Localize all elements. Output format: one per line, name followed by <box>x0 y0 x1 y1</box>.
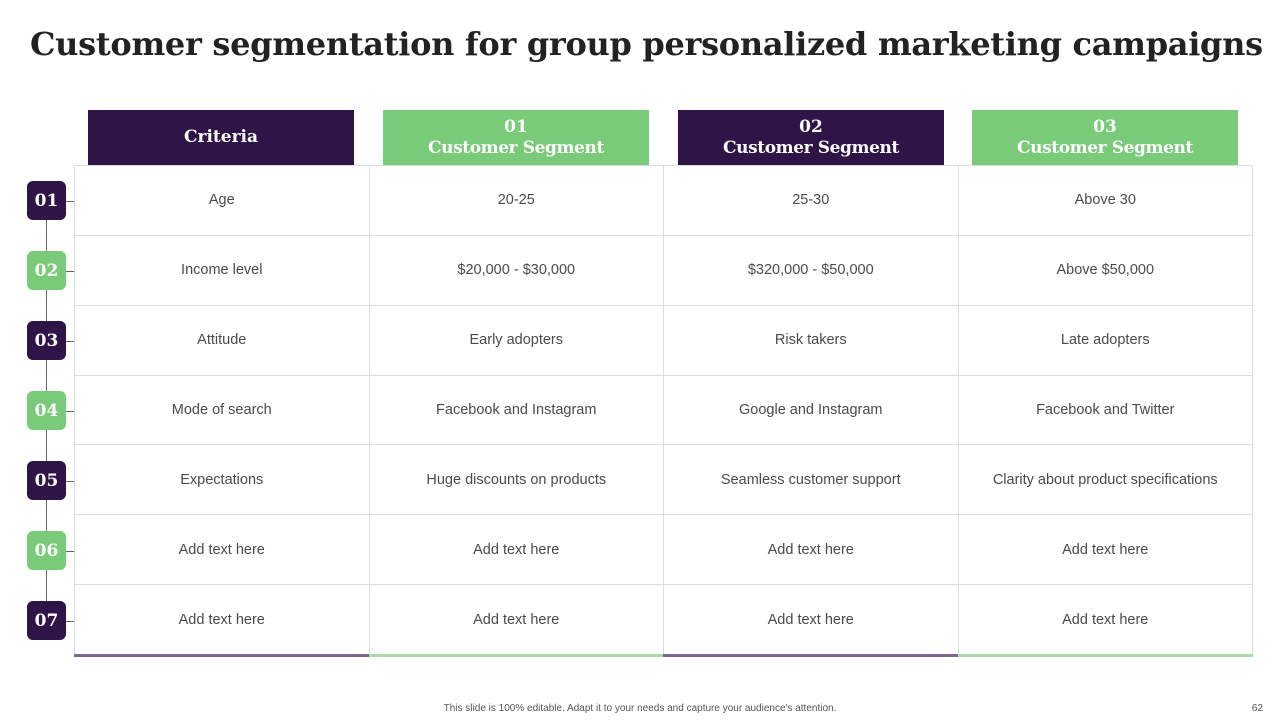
value-cell: Add text here <box>664 585 959 655</box>
value-cell: Above $50,000 <box>958 235 1253 306</box>
row-connector-tick <box>58 621 74 622</box>
criteria-header: Criteria <box>88 110 354 165</box>
value-cell: Add text here <box>958 515 1253 586</box>
row-number-badge: 01 <box>27 181 66 220</box>
segment-name: Customer Segment <box>428 137 604 158</box>
row-number-badge: 06 <box>27 531 66 570</box>
row-connector-tick <box>58 411 74 412</box>
value-cell: Clarity about product specifications <box>958 445 1253 516</box>
column-accent-bar <box>663 654 958 657</box>
row-number-badge: 04 <box>27 391 66 430</box>
value-cell: Add text here <box>958 585 1253 655</box>
segment-name: Customer Segment <box>723 137 899 158</box>
value-cell: Above 30 <box>958 166 1253 236</box>
segmentation-table: Age 20-25 25-30 Above 30 Income level $2… <box>74 165 1253 655</box>
value-cell: Huge discounts on products <box>369 445 664 516</box>
criteria-cell: Attitude <box>75 305 370 376</box>
slide-footer-note: This slide is 100% editable. Adapt it to… <box>443 703 837 714</box>
row-connector-tick <box>58 341 74 342</box>
value-cell: 25-30 <box>664 166 959 236</box>
row-number-badge: 07 <box>27 601 66 640</box>
row-connector-tick <box>58 551 74 552</box>
value-cell: Add text here <box>369 585 664 655</box>
criteria-cell: Add text here <box>75 515 370 586</box>
segment-number: 03 <box>1093 116 1117 137</box>
column-accent-bar <box>74 654 369 657</box>
value-cell: Facebook and Twitter <box>958 375 1253 446</box>
criteria-header-label: Criteria <box>183 127 259 147</box>
row-connector-tick <box>58 481 74 482</box>
segment-number: 02 <box>799 116 823 137</box>
row-connector-tick <box>58 201 74 202</box>
criteria-cell: Income level <box>75 235 370 306</box>
column-accent-bar <box>369 654 664 657</box>
value-cell: Late adopters <box>958 305 1253 376</box>
value-cell: Google and Instagram <box>664 375 959 446</box>
criteria-cell: Mode of search <box>75 375 370 446</box>
value-cell: Facebook and Instagram <box>369 375 664 446</box>
slide-title: Customer segmentation for group personal… <box>30 25 1263 63</box>
column-accent-bar <box>958 654 1253 657</box>
segment-header-01: 01 Customer Segment <box>383 110 649 165</box>
row-number-badge: 02 <box>27 251 66 290</box>
segment-name: Customer Segment <box>1017 137 1193 158</box>
value-cell: $20,000 - $30,000 <box>369 235 664 306</box>
segment-header-03: 03 Customer Segment <box>972 110 1238 165</box>
criteria-cell: Add text here <box>75 585 370 655</box>
value-cell: Early adopters <box>369 305 664 376</box>
segment-number: 01 <box>504 116 528 137</box>
value-cell: Seamless customer support <box>664 445 959 516</box>
criteria-cell: Expectations <box>75 445 370 516</box>
value-cell: $320,000 - $50,000 <box>664 235 959 306</box>
row-number-badge: 05 <box>27 461 66 500</box>
page-number: 62 <box>1251 703 1263 714</box>
value-cell: Risk takers <box>664 305 959 376</box>
value-cell: Add text here <box>664 515 959 586</box>
value-cell: Add text here <box>369 515 664 586</box>
criteria-cell: Age <box>75 166 370 236</box>
row-number-badge: 03 <box>27 321 66 360</box>
segment-header-02: 02 Customer Segment <box>678 110 944 165</box>
value-cell: 20-25 <box>369 166 664 236</box>
row-connector-tick <box>58 271 74 272</box>
